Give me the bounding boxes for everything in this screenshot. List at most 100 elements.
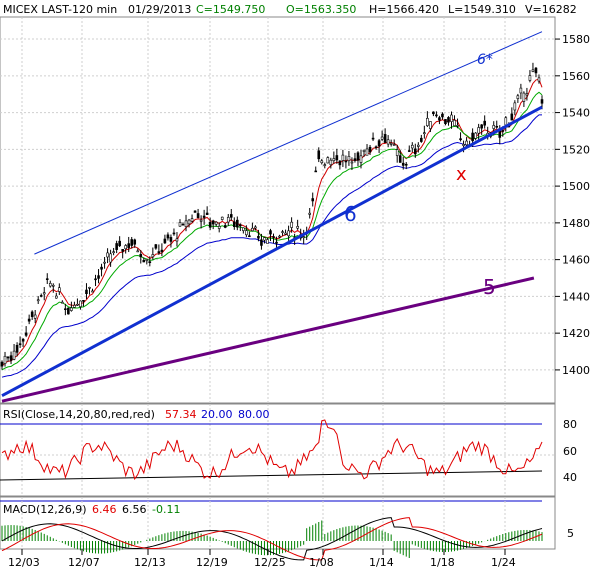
candle-body: [450, 114, 453, 122]
candle-body: [103, 261, 106, 264]
candle-body: [429, 121, 432, 129]
price-y-axis: 1400 1420 1440 1460 1480 1500 1520 1540 1560 1580: [555, 33, 590, 377]
candle-body: [483, 120, 486, 126]
price-candles: [0, 62, 544, 370]
candle-body: [133, 239, 137, 245]
candle-body: [184, 220, 188, 227]
candle-body: [21, 338, 25, 342]
candle-body: [205, 212, 209, 215]
candle-body: [401, 162, 405, 166]
macd-line: [1, 517, 543, 561]
header-symbol: MICEX LAST-120 min: [3, 3, 117, 16]
candle-body: [130, 239, 134, 246]
candle-body: [232, 221, 236, 227]
candle-body: [326, 157, 330, 164]
candle-body: [335, 155, 339, 161]
candle-body: [266, 239, 269, 244]
macd-panel-frame: [0, 496, 556, 550]
candle-body: [275, 241, 278, 244]
candle-body: [323, 164, 327, 166]
candle-body: [148, 261, 152, 263]
candle-body: [154, 244, 158, 249]
ma-slow-line: [1, 114, 542, 378]
candle-body: [417, 144, 420, 147]
candle-body: [263, 237, 266, 241]
candle-body: [190, 218, 194, 222]
candle-body: [510, 113, 514, 121]
candle-body: [531, 69, 535, 72]
x-tick-label: 12/25: [254, 556, 286, 569]
candle-body: [109, 253, 112, 263]
candle-body: [462, 144, 465, 146]
candle-body: [344, 160, 348, 163]
candle-body: [465, 140, 468, 146]
rsi-panel-frame: [0, 403, 556, 497]
candle-body: [3, 355, 7, 364]
candle-body: [229, 214, 233, 218]
candle-body: [353, 158, 357, 161]
header-date: 01/29/2013: [128, 3, 191, 16]
candle-body: [477, 127, 480, 134]
candle-body: [380, 136, 384, 140]
y-tick-label: 1400: [562, 364, 590, 377]
candle-body: [45, 278, 49, 280]
candle-body: [181, 223, 185, 226]
candle-body: [320, 160, 324, 164]
candle-body: [423, 132, 426, 134]
candle-body: [317, 150, 321, 160]
candle-body: [42, 292, 46, 295]
rsi-panel: RSI(Close,14,20,80,red,red) 57.34 20.00 …: [0, 403, 577, 497]
candle-body: [501, 130, 505, 132]
candle-body: [12, 350, 16, 360]
trend-line-upper-channel: [34, 31, 543, 255]
candle-body: [359, 155, 363, 163]
y-tick-label: 1580: [562, 33, 590, 46]
candle-body: [432, 111, 435, 115]
candle-body: [67, 307, 70, 315]
candle-body: [118, 240, 121, 247]
y-tick-label: 1480: [562, 217, 590, 230]
candle-body: [272, 236, 275, 238]
candle-body: [208, 221, 212, 228]
candle-body: [281, 231, 284, 233]
y-tick-label: 1460: [562, 254, 590, 267]
label-lower-trend: 5: [483, 275, 496, 299]
x-tick-label: 1/14: [369, 556, 394, 569]
candle-body: [160, 249, 164, 252]
candle-body: [85, 289, 88, 294]
candle-body: [528, 75, 532, 81]
rsi-tick-60: 60: [563, 445, 577, 458]
rsi-curve: [1, 419, 543, 481]
candle-body: [311, 198, 315, 202]
candle-body: [24, 332, 28, 336]
y-tick-label: 1420: [562, 327, 590, 340]
candle-body: [214, 221, 218, 225]
candle-body: [398, 155, 402, 163]
macd-value: 6.46: [92, 503, 117, 516]
ma-mid-line: [1, 91, 543, 371]
candle-body: [287, 230, 290, 237]
candle-body: [151, 254, 155, 258]
candle-body: [76, 303, 79, 306]
candle-body: [33, 314, 37, 319]
macd-grid: [21, 497, 506, 548]
candle-body: [196, 213, 200, 218]
candle-body: [492, 125, 496, 129]
x-tick-label: 12/13: [134, 556, 166, 569]
candle-body: [525, 93, 529, 96]
candle-body: [211, 220, 215, 225]
x-tick-label: 12/03: [8, 556, 40, 569]
candle-body: [420, 137, 423, 142]
candle-body: [350, 161, 354, 164]
candle-body: [187, 219, 191, 225]
macd-lines: [1, 517, 543, 561]
candle-body: [308, 212, 312, 215]
rsi-line: [1, 419, 543, 481]
candle-body: [410, 144, 414, 149]
candle-body: [82, 299, 85, 302]
candle-body: [0, 361, 4, 367]
candle-body: [36, 299, 40, 302]
candle-body: [124, 245, 127, 250]
candle-body: [347, 156, 351, 162]
candle-body: [365, 148, 369, 156]
